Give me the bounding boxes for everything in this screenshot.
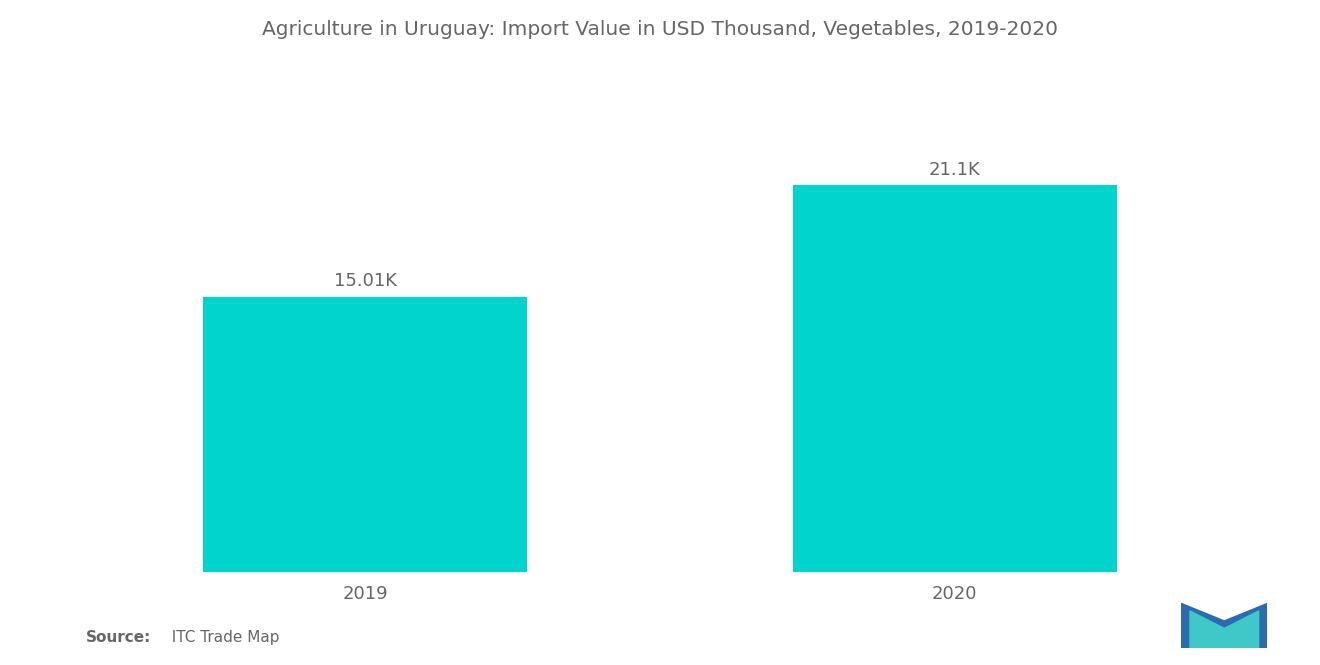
Text: Source:: Source: <box>86 630 152 645</box>
Text: 15.01K: 15.01K <box>334 273 397 291</box>
Polygon shape <box>1225 604 1267 648</box>
Text: 21.1K: 21.1K <box>929 161 981 179</box>
Bar <box>203 297 528 571</box>
Polygon shape <box>1225 611 1259 648</box>
Polygon shape <box>1191 611 1225 648</box>
Bar <box>792 186 1117 571</box>
Polygon shape <box>1181 604 1225 648</box>
Text: ITC Trade Map: ITC Trade Map <box>162 630 280 645</box>
Text: Agriculture in Uruguay: Import Value in USD Thousand, Vegetables, 2019-2020: Agriculture in Uruguay: Import Value in … <box>261 20 1059 39</box>
